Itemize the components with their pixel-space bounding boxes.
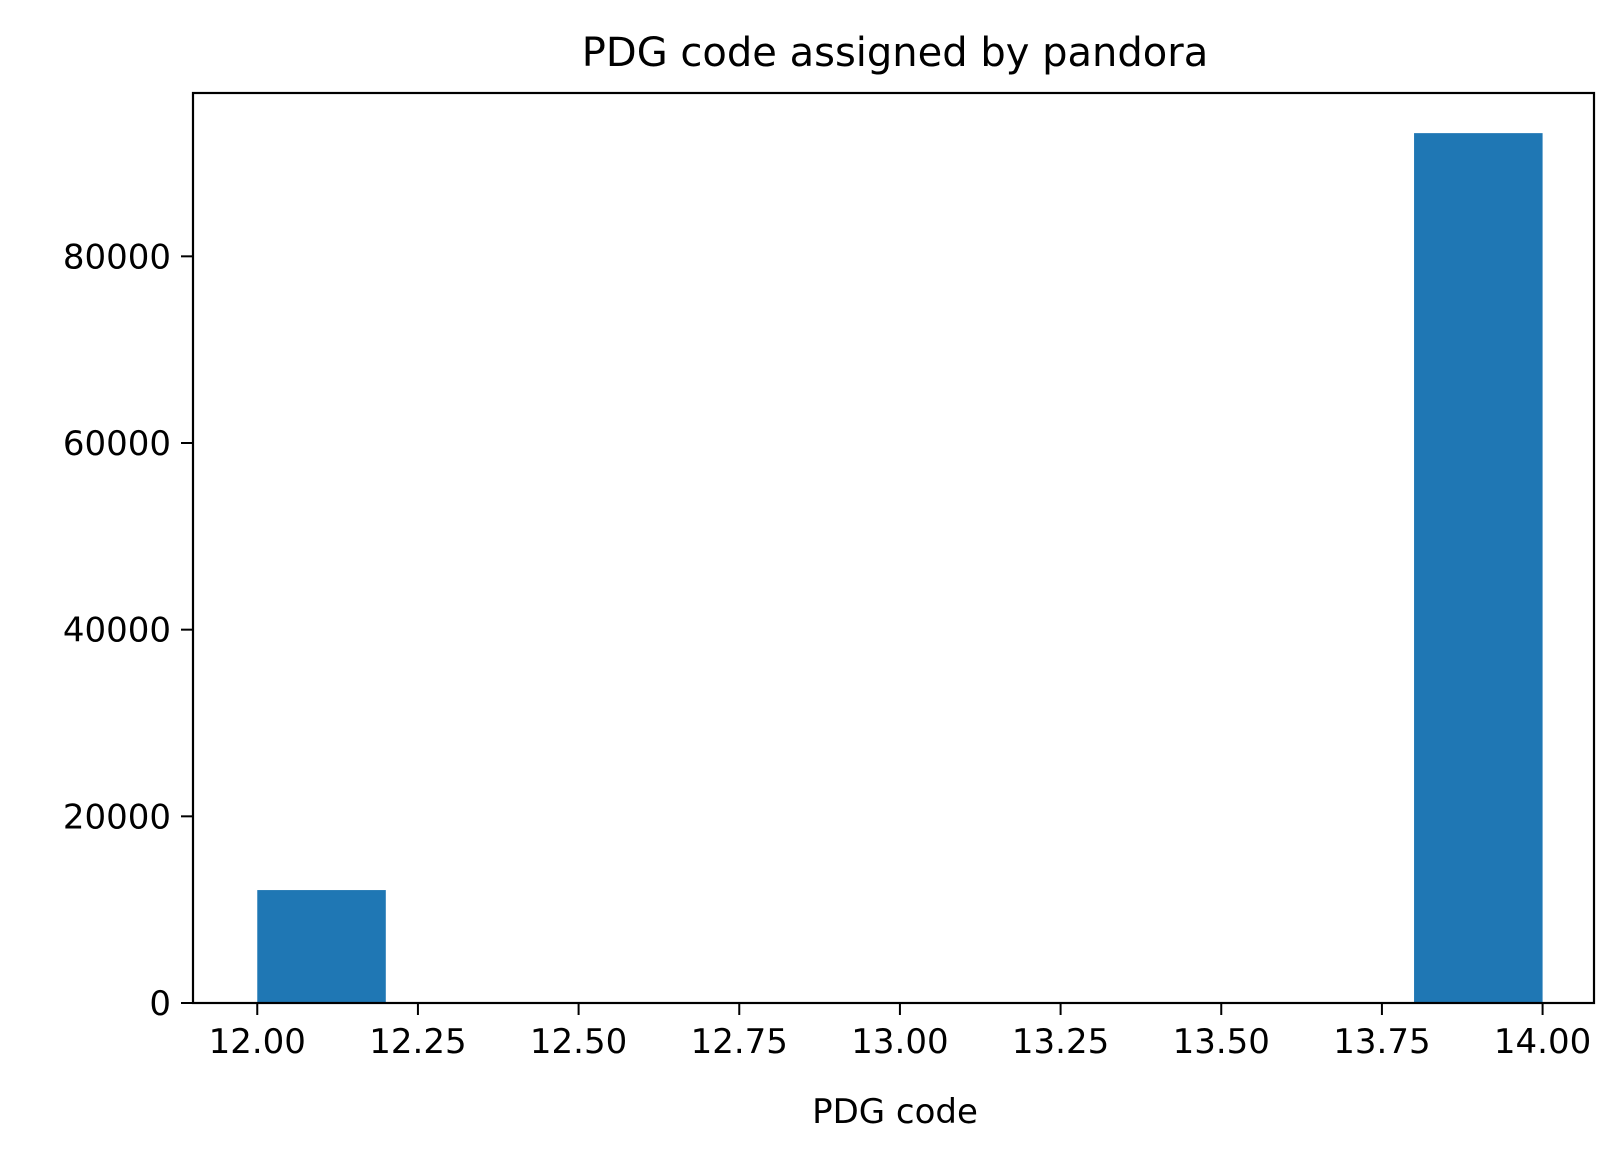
x-tick-label-0: 12.00	[209, 1022, 306, 1062]
y-tick-label-2: 40000	[63, 611, 171, 651]
plot-frame	[191, 91, 1596, 1005]
x-axis-ticks: 12.00 12.25 12.50 12.75 13.00 13.25 13.50 13.75…	[209, 1003, 1591, 1062]
y-axis-ticks: 0 20000 40000 60000 80000	[63, 237, 193, 1024]
y-tick-label-1: 20000	[63, 797, 171, 837]
x-tick-label-3: 12.75	[691, 1022, 788, 1062]
x-tick-label-5: 13.25	[1012, 1022, 1109, 1062]
bar-1	[1414, 133, 1543, 1004]
x-tick-label-1: 12.25	[369, 1022, 466, 1062]
y-tick-label-0: 0	[149, 984, 171, 1024]
x-axis-label: PDG code	[812, 1092, 978, 1132]
bars-group	[257, 133, 1543, 1004]
chart-title: PDG code assigned by pandora	[582, 30, 1208, 76]
y-tick-label-3: 60000	[63, 424, 171, 464]
x-tick-label-6: 13.50	[1173, 1022, 1270, 1062]
bar-0	[257, 890, 386, 1003]
x-tick-label-8: 14.00	[1494, 1022, 1591, 1062]
y-tick-label-4: 80000	[63, 237, 171, 277]
x-tick-label-4: 13.00	[851, 1022, 948, 1062]
x-tick-label-7: 13.75	[1333, 1022, 1430, 1062]
x-tick-label-2: 12.50	[530, 1022, 627, 1062]
